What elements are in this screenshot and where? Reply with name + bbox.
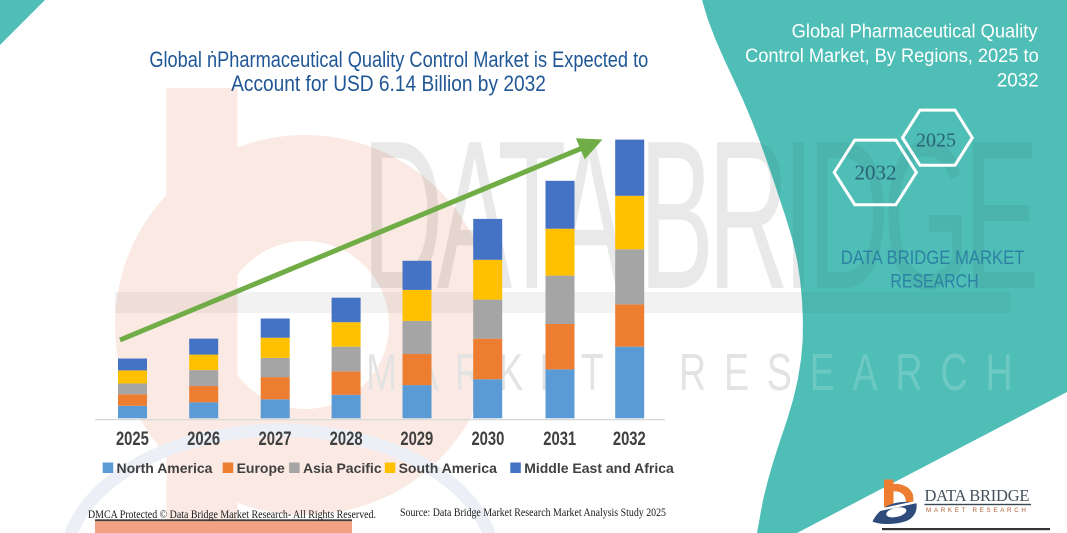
svg-text:DMCA Protected © Data Bridge M: DMCA Protected © Data Bridge Market Rese… <box>88 509 376 521</box>
svg-text:2031: 2031 <box>543 428 576 449</box>
svg-text:Global ṅPharmaceutical Quality: Global ṅPharmaceutical Quality Control M… <box>149 48 648 72</box>
svg-text:2027: 2027 <box>259 428 292 449</box>
svg-text:2032: 2032 <box>855 161 897 185</box>
svg-text:RESEARCH: RESEARCH <box>890 270 978 292</box>
svg-text:2029: 2029 <box>400 428 433 449</box>
svg-text:Source: Data Bridge Market Res: Source: Data Bridge Market Research Mark… <box>400 507 666 519</box>
svg-text:Middle East and Africa: Middle East and Africa <box>524 460 674 476</box>
svg-text:MARKET RESEARCH: MARKET RESEARCH <box>926 507 1029 514</box>
svg-text:2032: 2032 <box>613 428 646 449</box>
svg-text:North America: North America <box>117 460 213 476</box>
svg-text:Global Pharmaceutical Quality: Global Pharmaceutical Quality <box>792 21 1038 43</box>
svg-text:2026: 2026 <box>187 428 220 449</box>
svg-text:Account for USD 6.14 Billion b: Account for USD 6.14 Billion by 2032 <box>231 72 546 97</box>
svg-text:DATA BRIDGE: DATA BRIDGE <box>925 486 1030 505</box>
svg-text:Control Market, By Regions, 20: Control Market, By Regions, 2025 to <box>745 44 1039 66</box>
svg-text:2032: 2032 <box>997 70 1039 91</box>
svg-text:2030: 2030 <box>471 428 504 449</box>
svg-text:Asia Pacific: Asia Pacific <box>303 460 382 476</box>
svg-text:DATA BRIDGE MARKET: DATA BRIDGE MARKET <box>841 247 1025 268</box>
svg-text:Europe: Europe <box>237 460 285 476</box>
svg-text:2025: 2025 <box>116 428 149 449</box>
svg-text:2025: 2025 <box>916 130 956 152</box>
svg-text:South America: South America <box>399 460 497 476</box>
svg-text:2028: 2028 <box>330 428 363 449</box>
